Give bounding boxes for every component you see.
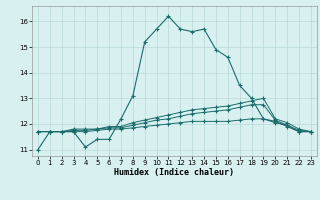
X-axis label: Humidex (Indice chaleur): Humidex (Indice chaleur) — [115, 168, 234, 177]
